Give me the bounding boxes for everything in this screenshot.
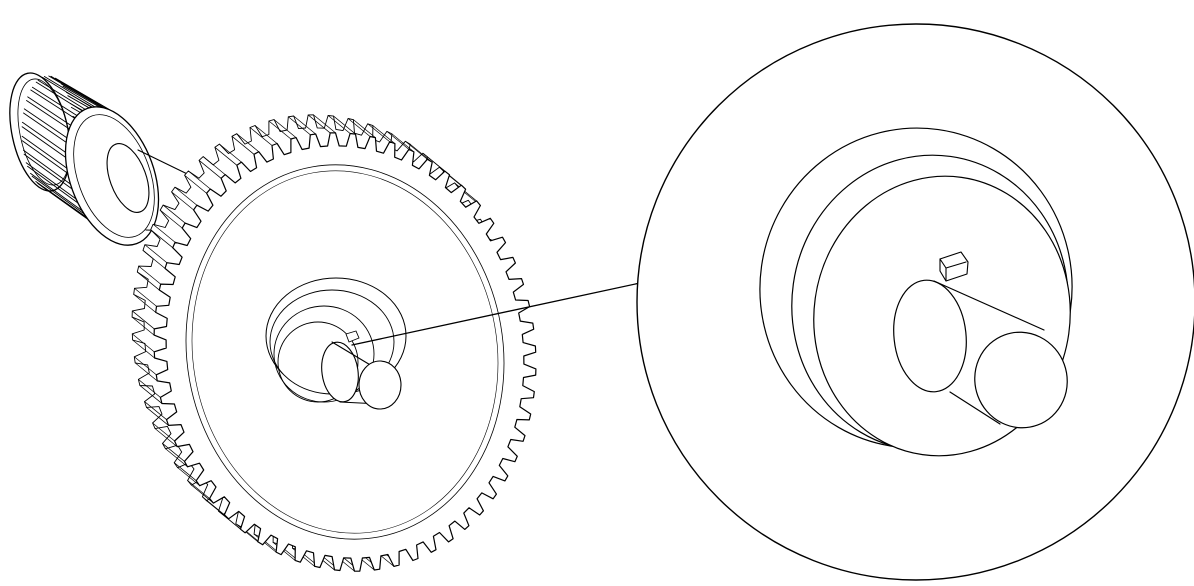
gear-tooth-edge xyxy=(439,166,462,186)
pulley-tooth xyxy=(43,76,101,111)
gear-tooth-edge xyxy=(386,131,410,150)
gear-tooth-edge xyxy=(202,156,226,175)
gear-tooth-edge xyxy=(134,287,157,307)
gear-tooth-edge xyxy=(409,143,433,163)
gear-tooth-edge xyxy=(347,118,371,137)
gear-tooth-edge xyxy=(231,135,255,155)
pulley-rear-flange-inner xyxy=(17,78,71,186)
gear-tooth-edge xyxy=(353,119,376,139)
pulley-tooth xyxy=(25,162,79,201)
pulley-front-flange-inner xyxy=(73,114,155,238)
pulley-tooth xyxy=(37,79,93,115)
gear-tooth-edge xyxy=(198,159,222,179)
key-icon xyxy=(939,251,969,282)
gear-tooth-edge xyxy=(287,116,311,136)
gear-tooth-edge xyxy=(187,480,210,499)
detail-leader-line xyxy=(351,282,641,346)
pulley-tooth xyxy=(22,149,75,188)
gear-tooth-edge xyxy=(174,186,198,206)
gear-tooth-edge xyxy=(236,133,260,153)
gear-tooth-edge xyxy=(138,379,161,398)
gear-tooth-edge xyxy=(159,209,183,229)
gear-tooth-edge xyxy=(162,204,186,224)
pulley-tooth xyxy=(21,135,74,173)
gear-tooth-edge xyxy=(144,401,167,420)
gear-tooth-edge xyxy=(313,114,336,134)
gear-tooth-edge xyxy=(327,115,351,134)
gear-tooth-edge xyxy=(235,523,259,543)
gear-tooth-edge xyxy=(134,362,158,382)
gear-tooth-edge xyxy=(249,127,273,146)
gear-tooth-edge xyxy=(131,310,155,330)
gear-tooth-edge xyxy=(132,339,155,359)
gear-tooth-edge xyxy=(142,250,166,269)
gear-tooth-edge xyxy=(184,174,207,194)
gear-tooth-edge xyxy=(372,125,396,144)
gear-tooth-edge xyxy=(133,356,157,376)
gear-shaft-end xyxy=(321,330,402,410)
pulley-hub xyxy=(106,143,150,213)
gear-tooth-edge xyxy=(454,182,477,202)
gear-tooth-edge xyxy=(138,265,162,285)
gear-tooth-edge xyxy=(133,294,157,313)
detail-shaft xyxy=(893,251,1068,429)
gear-tooth-edge xyxy=(131,316,155,336)
gear-tooth-edge xyxy=(254,125,278,144)
gear-tooth-edge xyxy=(219,143,242,163)
gear-tooth-edge xyxy=(131,333,155,353)
gear-face-ring xyxy=(185,164,505,540)
gear-face-ring-inner xyxy=(191,170,499,534)
detail-view xyxy=(636,23,1194,581)
gear-tooth-edge xyxy=(293,115,317,135)
pulley-tooth xyxy=(35,81,91,117)
gear-tooth-edge xyxy=(333,115,356,135)
pulley-tooth xyxy=(23,153,76,192)
gear-tooth-edge xyxy=(171,191,194,211)
gear-tooth-edge xyxy=(136,271,160,291)
gear-tooth-edge xyxy=(177,467,201,487)
pulley-tooth xyxy=(31,175,86,215)
gear-tooth-edge xyxy=(150,229,174,249)
pulley-tooth xyxy=(30,172,84,212)
gear-tooth-edge xyxy=(218,510,241,530)
gear-tooth-edge xyxy=(144,244,168,264)
gear-tooth-edge xyxy=(253,533,277,553)
gear-tooth-edge xyxy=(187,170,211,190)
gear-tooth-edge xyxy=(139,385,163,404)
pulley-tooth xyxy=(35,181,90,221)
gear-tooth-edge xyxy=(146,407,169,426)
spur-gear xyxy=(131,114,537,572)
pulley-tooth xyxy=(21,126,74,163)
gear-tooth-edge xyxy=(202,496,225,516)
gear-tooth-edge xyxy=(191,484,214,504)
gear-tooth-edge xyxy=(268,120,292,140)
gear-tooth-edge xyxy=(404,140,428,160)
gear-tooth-edge xyxy=(162,443,185,462)
gear-tooth-edge xyxy=(152,223,176,243)
gear-tooth-edge xyxy=(307,114,331,134)
gear-tooth-edge xyxy=(214,146,238,166)
gear-tooth-edge xyxy=(391,133,415,153)
gear-tooth-edge xyxy=(367,123,391,143)
gear-tooth-edge xyxy=(165,448,188,468)
gear-tooth-edge xyxy=(152,422,175,442)
timing-pulley xyxy=(9,72,160,246)
pulley-tooth xyxy=(21,140,74,178)
gear-tooth-edge xyxy=(273,119,297,138)
gear-tooth-edge xyxy=(173,462,197,482)
pulley-tooth xyxy=(27,165,80,205)
gear-tooth-edge xyxy=(154,428,178,447)
